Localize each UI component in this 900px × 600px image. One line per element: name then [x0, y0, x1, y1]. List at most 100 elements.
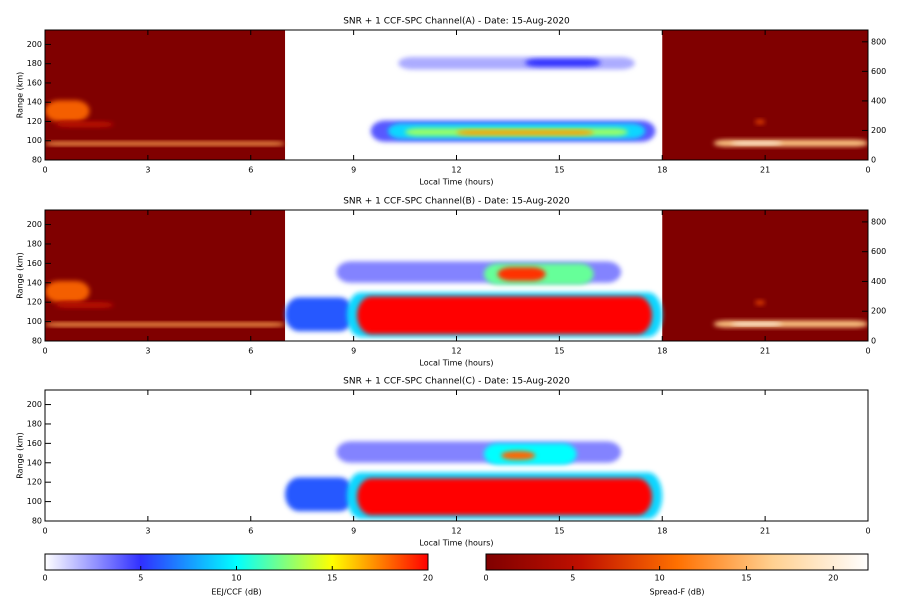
y-tick-label: 160	[27, 259, 42, 268]
y-tick-label: 100	[27, 136, 42, 145]
echo-layer	[55, 121, 114, 128]
y-tick-label: 80	[32, 156, 42, 165]
x-tick-label: 9	[351, 347, 356, 356]
y2-tick-label: 600	[871, 67, 886, 76]
colorbar-tick-label: 5	[138, 574, 143, 583]
y-axis-label: Range (km)	[16, 432, 25, 479]
y-axis-label: Range (km)	[16, 72, 25, 119]
echo-layer	[754, 119, 766, 125]
x-tick-label: 6	[248, 527, 253, 536]
y-tick-label: 200	[27, 40, 42, 49]
y-tick-label: 180	[27, 59, 42, 68]
y-axis-label: Range (km)	[16, 252, 25, 299]
colorbar-tick-label: 15	[741, 574, 751, 583]
x-axis-label: Local Time (hours)	[419, 359, 493, 368]
x-tick-label: 12	[451, 166, 461, 175]
x-tick-label: 0	[42, 166, 47, 175]
x-tick-label: 0	[865, 166, 870, 175]
colorbar-tick-label: 20	[423, 574, 433, 583]
spread-f-window	[45, 210, 286, 341]
panel-title: SNR + 1 CCF-SPC Channel(C) - Date: 15-Au…	[343, 377, 570, 387]
y-tick-label: 140	[27, 458, 42, 467]
x-tick-label: 3	[145, 347, 150, 356]
colorbar-tick-label: 20	[828, 574, 838, 583]
colorbar-label: Spread-F (dB)	[649, 588, 704, 597]
echo-layer	[501, 451, 536, 460]
y2-tick-label: 400	[871, 277, 886, 286]
echo-layer	[497, 267, 546, 281]
colorbar-tick-label: 15	[327, 574, 337, 583]
y2-tick-label: 600	[871, 247, 886, 256]
y-tick-label: 120	[27, 117, 42, 126]
panel-title: SNR + 1 CCF-SPC Channel(A) - Date: 15-Au…	[343, 17, 570, 27]
colorbar-tick-label: 10	[655, 574, 665, 583]
x-tick-label: 18	[657, 527, 667, 536]
spread-f-window	[662, 210, 868, 341]
x-axis-label: Local Time (hours)	[419, 539, 493, 548]
plot-area	[45, 30, 868, 160]
x-tick-label: 3	[145, 527, 150, 536]
y2-tick-label: 800	[871, 217, 886, 226]
y2-tick-label: 400	[871, 96, 886, 105]
x-tick-label: 0	[865, 527, 870, 536]
panel-title: SNR + 1 CCF-SPC Channel(B) - Date: 15-Au…	[343, 197, 570, 207]
y-tick-label: 80	[32, 517, 42, 526]
y2-tick-label: 0	[871, 156, 876, 165]
echo-layer	[713, 320, 868, 328]
y-tick-label: 80	[32, 337, 42, 346]
plot-area	[285, 441, 663, 520]
x-tick-label: 15	[554, 347, 564, 356]
y-tick-label: 160	[27, 78, 42, 87]
x-tick-label: 18	[657, 166, 667, 175]
echo-layer	[336, 441, 622, 463]
echo-layer	[456, 130, 594, 135]
y-tick-label: 200	[27, 220, 42, 229]
x-tick-label: 15	[554, 527, 564, 536]
x-tick-label: 0	[42, 527, 47, 536]
x-tick-label: 6	[248, 347, 253, 356]
colorbar-tick-label: 0	[483, 574, 488, 583]
echo-layer	[285, 297, 354, 332]
echo-layer	[730, 141, 783, 145]
x-tick-label: 21	[760, 166, 770, 175]
y2-tick-label: 200	[871, 307, 886, 316]
y-tick-label: 140	[27, 98, 42, 107]
x-tick-label: 0	[865, 347, 870, 356]
y-tick-label: 140	[27, 278, 42, 287]
echo-layer	[285, 477, 354, 512]
y-tick-label: 120	[27, 298, 42, 307]
echo-layer	[45, 141, 286, 146]
colorbar	[485, 553, 869, 571]
x-tick-label: 3	[145, 166, 150, 175]
colorbar-label: EEJ/CCF (dB)	[211, 588, 261, 597]
x-tick-label: 21	[760, 347, 770, 356]
x-axis-label: Local Time (hours)	[419, 178, 493, 187]
echo-layer	[45, 280, 90, 303]
echo-layer	[45, 322, 286, 327]
x-tick-label: 9	[351, 527, 356, 536]
x-tick-label: 12	[451, 527, 461, 536]
spread-f-window	[662, 30, 868, 160]
colorbar-tick-label: 10	[231, 574, 241, 583]
colorbar-tick-label: 5	[570, 574, 575, 583]
y-tick-label: 120	[27, 478, 42, 487]
echo-layer	[754, 300, 766, 306]
x-tick-label: 15	[554, 166, 564, 175]
x-tick-label: 0	[42, 347, 47, 356]
y-tick-label: 180	[27, 239, 42, 248]
echo-layer	[45, 100, 90, 122]
y2-tick-label: 200	[871, 126, 886, 135]
y-tick-label: 160	[27, 439, 42, 448]
spread-f-window	[45, 30, 286, 160]
colorbar-tick-label: 0	[42, 574, 47, 583]
echo-layer	[357, 478, 652, 516]
y-tick-label: 180	[27, 419, 42, 428]
x-tick-label: 6	[248, 166, 253, 175]
y-tick-label: 100	[27, 317, 42, 326]
plot-area	[45, 210, 868, 341]
x-tick-label: 9	[351, 166, 356, 175]
y2-tick-label: 800	[871, 37, 886, 46]
echo-layer	[730, 322, 783, 326]
x-tick-label: 18	[657, 347, 667, 356]
